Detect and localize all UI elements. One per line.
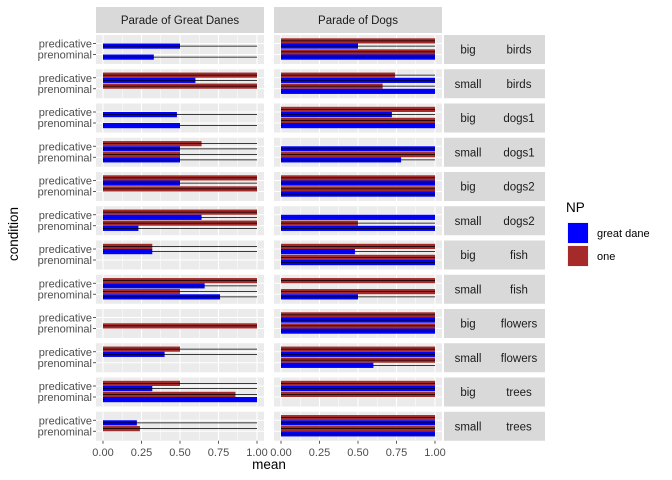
y-tick-label: predicative: [39, 244, 92, 256]
column-strip: [274, 7, 442, 33]
legend-title: NP: [566, 200, 585, 215]
row-strip-noun-label: dogs1: [503, 113, 534, 125]
row-strip: [444, 411, 545, 441]
legend-label: great dane: [597, 228, 650, 240]
y-tick-label: prenominal: [38, 152, 92, 164]
y-tick-label: predicative: [39, 73, 92, 85]
x-tick-label: 0.75: [386, 447, 407, 459]
x-tick-label: 1.00: [424, 447, 445, 459]
row-strip-size-label: small: [455, 353, 482, 365]
y-tick-label: prenominal: [38, 118, 92, 130]
y-tick-label: predicative: [39, 39, 92, 51]
row-strip-size-label: small: [455, 284, 482, 296]
y-tick-label: prenominal: [38, 324, 92, 336]
row-strip: [444, 137, 545, 167]
row-strip-noun-label: birds: [507, 45, 532, 57]
y-tick-label: predicative: [39, 381, 92, 393]
x-tick-label: 0.25: [131, 447, 152, 459]
y-tick-label: prenominal: [38, 426, 92, 438]
y-tick-label: predicative: [39, 313, 92, 325]
row-strip: [444, 309, 545, 338]
row-strip-size-label: small: [455, 79, 482, 91]
y-tick-label: predicative: [39, 107, 92, 119]
row-strip-size-label: big: [460, 45, 475, 57]
row-strip-size-label: small: [455, 421, 482, 433]
row-strip-size-label: small: [455, 216, 482, 228]
row-strip-noun-label: dogs2: [503, 182, 534, 194]
row-strip-noun-label: flowers: [501, 319, 538, 331]
y-tick-label: prenominal: [38, 221, 92, 233]
y-tick-label: prenominal: [38, 289, 92, 301]
y-tick-label: prenominal: [38, 255, 92, 267]
row-strip-noun-label: fish: [510, 250, 528, 262]
row-strip: [444, 377, 545, 407]
x-tick-label: 0.00: [270, 447, 291, 459]
y-tick-label: prenominal: [38, 358, 92, 370]
y-tick-label: prenominal: [38, 392, 92, 404]
row-strip-noun-label: trees: [506, 387, 532, 399]
row-strip-size-label: big: [460, 250, 475, 262]
x-tick-label: 0.75: [208, 447, 229, 459]
x-tick-label: 1.00: [246, 447, 267, 459]
row-strip-noun-label: fish: [510, 284, 528, 296]
y-axis-title: condition: [6, 207, 21, 261]
x-tick-label: 0.50: [347, 447, 368, 459]
row-strip-noun-label: birds: [507, 79, 532, 91]
row-strip-size-label: big: [460, 319, 475, 331]
row-strip: [444, 274, 545, 304]
row-strip-size-label: big: [460, 182, 475, 194]
row-strip: [444, 69, 545, 99]
y-tick-label: prenominal: [38, 84, 92, 96]
row-strip-noun-label: flowers: [501, 353, 538, 365]
y-tick-label: predicative: [39, 278, 92, 290]
column-strip: [96, 7, 264, 33]
row-strip-size-label: big: [460, 113, 475, 125]
row-strip-noun-label: trees: [506, 421, 532, 433]
row-strip-size-label: big: [460, 387, 475, 399]
y-tick-label: predicative: [39, 141, 92, 153]
row-strip: [444, 35, 545, 64]
x-axis-title: mean: [252, 457, 286, 472]
row-strip: [444, 103, 545, 133]
y-tick-label: prenominal: [38, 187, 92, 199]
legend-label: one: [597, 251, 615, 263]
row-strip-size-label: small: [455, 147, 482, 159]
x-tick-label: 0.50: [169, 447, 190, 459]
y-tick-label: predicative: [39, 176, 92, 188]
column-strip-label: Parade of Great Danes: [121, 15, 240, 27]
row-strip-noun-label: dogs2: [503, 216, 534, 228]
row-strip: [444, 206, 545, 236]
row-strip: [444, 172, 545, 201]
y-tick-label: predicative: [39, 347, 92, 359]
y-tick-label: predicative: [39, 415, 92, 427]
column-strip-label: Parade of Dogs: [318, 15, 398, 27]
y-tick-label: predicative: [39, 210, 92, 222]
x-tick-label: 0.25: [309, 447, 330, 459]
row-strip-noun-label: dogs1: [503, 147, 534, 159]
y-tick-label: prenominal: [38, 50, 92, 62]
legend-swatch: [568, 246, 588, 266]
legend-swatch: [568, 223, 588, 243]
row-strip: [444, 343, 545, 373]
row-strip: [444, 240, 545, 270]
x-tick-label: 0.00: [92, 447, 113, 459]
